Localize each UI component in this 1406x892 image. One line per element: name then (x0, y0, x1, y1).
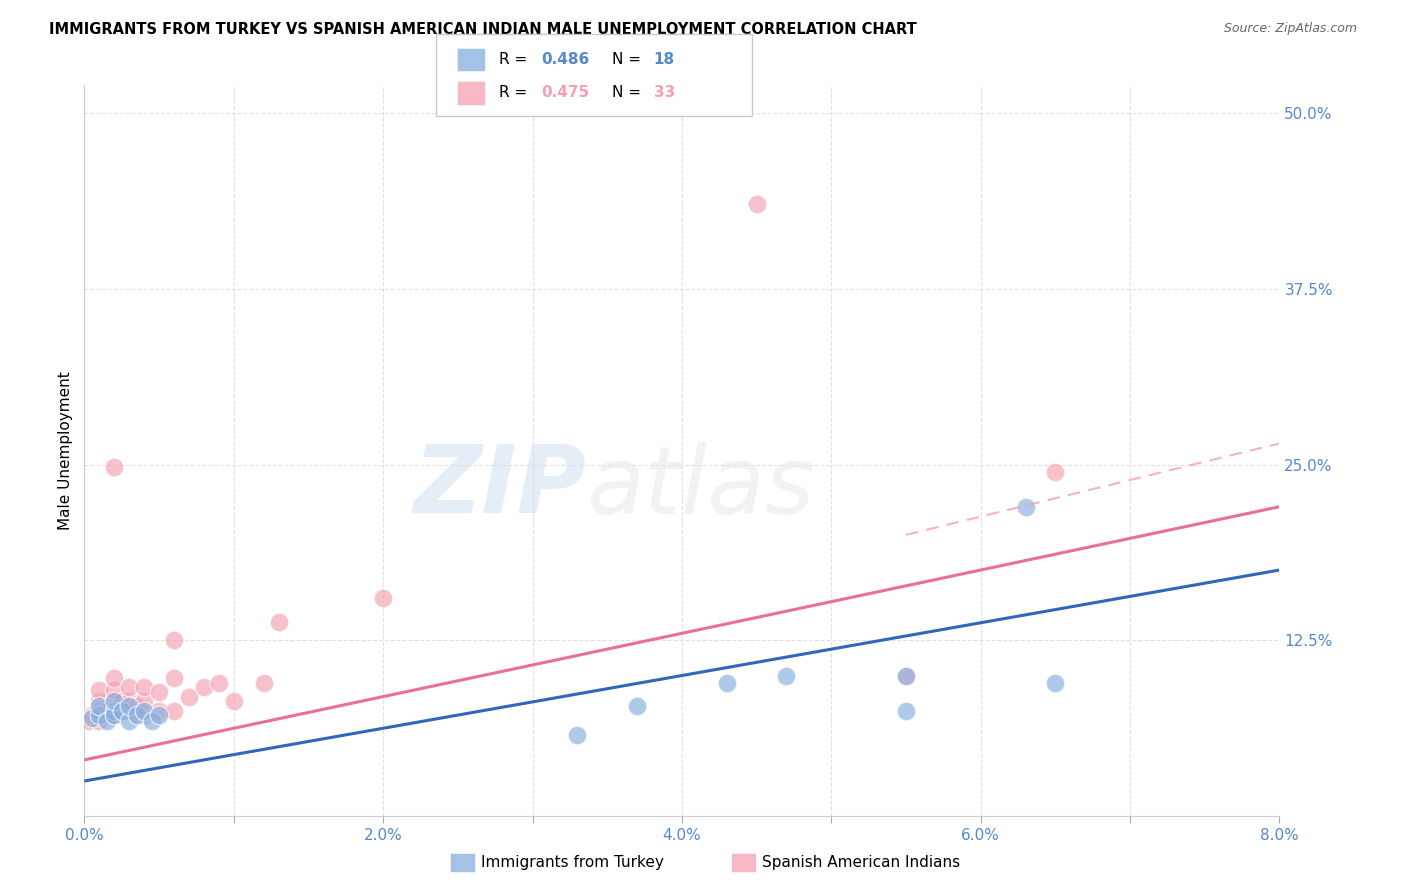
Point (80, 707, 103, 722)
Point (148, 704, 170, 718)
Point (77, 714, 100, 728)
Point (118, 699, 141, 714)
Text: Immigrants from Turkey: Immigrants from Turkey (481, 855, 664, 870)
Point (89, 704, 111, 718)
Point (80, 711, 103, 725)
Point (103, 704, 125, 718)
Text: 0.486: 0.486 (541, 52, 589, 67)
Point (89, 682, 111, 697)
Point (894, 668, 917, 682)
Point (118, 680, 141, 694)
Point (253, 675, 276, 690)
Point (89, 707, 111, 722)
Point (745, 197, 768, 211)
Y-axis label: Male Unemployment: Male Unemployment (58, 371, 73, 530)
Point (267, 615, 290, 629)
Point (118, 704, 141, 718)
Point (163, 633, 186, 648)
Point (626, 699, 648, 714)
Point (163, 671, 186, 685)
Point (103, 694, 125, 708)
Point (125, 699, 148, 714)
Point (125, 707, 148, 722)
Text: IMMIGRANTS FROM TURKEY VS SPANISH AMERICAN INDIAN MALE UNEMPLOYMENT CORRELATION : IMMIGRANTS FROM TURKEY VS SPANISH AMERIC… (49, 22, 917, 37)
Point (132, 694, 156, 708)
Point (103, 682, 125, 697)
Point (103, 671, 125, 685)
Point (103, 460, 125, 475)
Text: 33: 33 (654, 86, 675, 100)
Point (163, 704, 186, 718)
Point (148, 707, 170, 722)
Point (118, 694, 141, 708)
Point (111, 694, 134, 708)
Point (89, 694, 111, 708)
Point (716, 675, 738, 690)
Text: R =: R = (499, 86, 527, 100)
Point (775, 668, 797, 682)
Text: 0.475: 0.475 (541, 86, 589, 100)
Text: R =: R = (499, 52, 527, 67)
Point (103, 694, 125, 708)
Point (208, 675, 231, 690)
Point (96, 704, 118, 718)
Point (894, 668, 917, 682)
Point (89, 714, 111, 728)
Point (177, 690, 200, 704)
Point (111, 704, 134, 718)
Point (132, 704, 156, 718)
Text: N =: N = (612, 52, 641, 67)
Point (193, 680, 215, 694)
Point (148, 685, 170, 699)
Text: Source: ZipAtlas.com: Source: ZipAtlas.com (1223, 22, 1357, 36)
Point (96, 714, 118, 728)
Point (373, 591, 395, 606)
Text: ZIP: ZIP (413, 441, 586, 533)
Point (222, 694, 245, 708)
Point (1014, 500, 1036, 514)
Point (132, 680, 156, 694)
Point (567, 728, 589, 742)
Point (103, 707, 125, 722)
Point (141, 714, 163, 728)
Text: 18: 18 (654, 52, 675, 67)
Point (1045, 465, 1067, 479)
Point (132, 707, 156, 722)
Point (89, 699, 111, 714)
Text: Spanish American Indians: Spanish American Indians (762, 855, 960, 870)
Point (118, 714, 141, 728)
Text: atlas: atlas (586, 442, 814, 533)
Point (103, 707, 125, 722)
Point (894, 704, 917, 718)
Text: N =: N = (612, 86, 641, 100)
Point (1045, 675, 1067, 690)
